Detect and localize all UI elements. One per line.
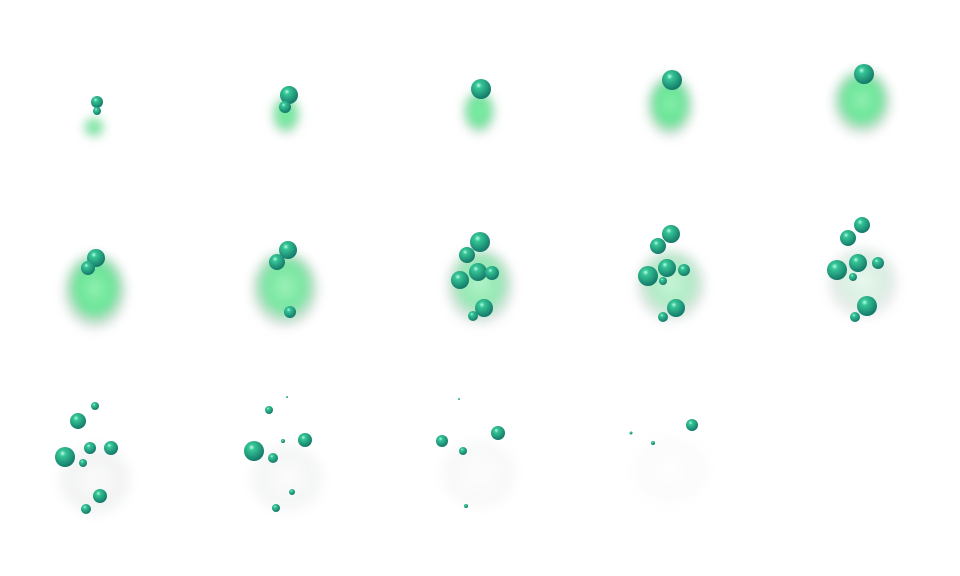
poison-bubble [470,232,490,252]
poison-bubble [81,261,95,275]
smoke-cloud [249,442,325,514]
poison-bubble [55,447,75,467]
poison-bubble [272,504,280,512]
sprite-frame-8 [445,232,515,327]
sprite-frame-14 [629,419,711,506]
poison-bubble [458,398,460,400]
poison-bubble [475,299,493,317]
poison-gas-cloud [272,97,300,135]
poison-bubble [857,296,877,316]
poison-bubble [872,257,884,269]
sprite-frame-7 [250,241,320,330]
poison-bubble [286,396,288,398]
poison-bubble [289,489,295,495]
poison-bubble [485,266,499,280]
poison-bubble [840,230,856,246]
poison-bubble [104,441,118,455]
poison-gas-cloud [463,91,495,135]
poison-bubble [854,217,870,233]
poison-bubble [658,312,668,322]
poison-bubble [91,402,99,410]
poison-gas-cloud [833,70,891,136]
sprite-frame-4 [645,70,695,140]
poison-bubble [279,241,297,259]
poison-bubble [659,277,667,285]
poison-bubble [281,439,285,443]
sprite-frame-11 [55,402,132,516]
poison-bubble [280,86,298,104]
poison-bubble [451,271,469,289]
poison-bubble [436,435,448,447]
poison-bubble [850,312,860,322]
poison-bubble [638,266,658,286]
sprite-frame-10 [826,217,900,322]
poison-bubble [849,273,857,281]
poison-bubble [284,306,296,318]
poison-bubble [849,254,867,272]
poison-bubble [298,433,312,447]
poison-bubble [491,426,505,440]
poison-bubble [459,247,475,263]
poison-bubble [667,299,685,317]
poison-bubble [650,238,666,254]
poison-bubble [70,413,86,429]
poison-bubble [269,254,285,270]
poison-bubble [629,431,633,435]
poison-gas-cloud [84,118,104,138]
poison-bubble [662,225,680,243]
poison-bubble [469,263,487,281]
poison-gas-cloud [647,76,693,138]
poison-bubble [268,453,278,463]
sprite-frame-13 [436,398,518,510]
sprite-frame-12 [244,396,325,514]
poison-gas-cloud [252,252,318,328]
poison-bubble [93,489,107,503]
poison-bubble [854,64,874,84]
poison-bubble [464,504,468,508]
poison-bubble [471,79,491,99]
poison-bubble [91,96,103,108]
sprite-frame-6 [62,249,128,332]
poison-bubble [686,419,698,431]
poison-bubble [279,101,291,113]
sprite-frame-3 [462,79,496,137]
smoke-cloud [440,438,518,510]
sprite-frame-5 [831,64,893,138]
poison-bubble [662,70,682,90]
poison-bubble [84,442,96,454]
smoke-cloud [58,444,132,516]
sprite-frame-1 [83,96,105,139]
poison-bubble [459,447,467,455]
smoke-cloud [631,434,711,506]
poison-bubble [244,441,264,461]
poison-bubble [81,504,91,514]
sprite-frame-2 [271,86,301,136]
poison-gas-cloud [64,254,126,330]
poison-bubble [658,259,676,277]
poison-bubble [265,406,273,414]
poison-bubble [468,311,478,321]
poison-bubble [827,260,847,280]
sprite-frame-9 [635,225,707,324]
poison-bubble [651,441,655,445]
poison-bubble [79,459,87,467]
poison-bubble [678,264,690,276]
poison-bubble [93,107,101,115]
